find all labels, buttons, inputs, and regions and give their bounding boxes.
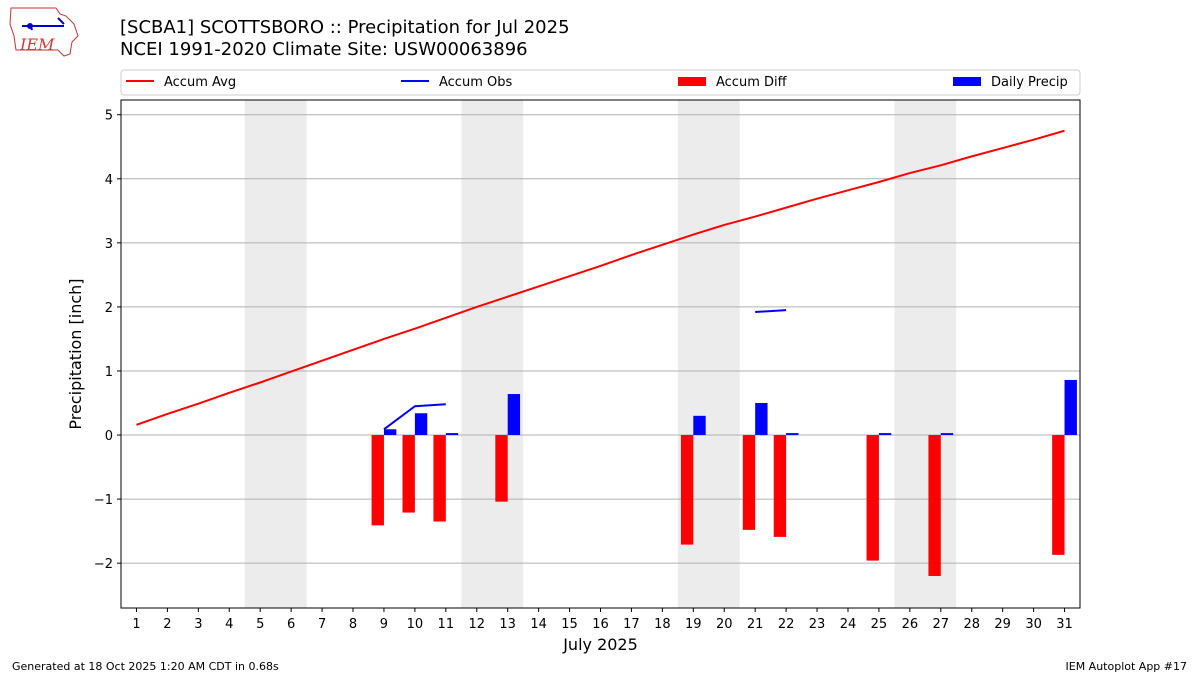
x-tick-label: 21 (747, 617, 764, 632)
bar-accum-diff (433, 435, 446, 522)
bar-daily-precip (786, 433, 799, 436)
x-tick-label: 5 (256, 617, 264, 632)
bar-daily-precip (755, 403, 768, 436)
weekend-shade (461, 100, 524, 608)
bar-daily-precip (507, 394, 521, 436)
title-line-2: NCEI 1991-2020 Climate Site: USW00063896 (120, 39, 528, 60)
y-tick-label: 5 (105, 109, 113, 124)
x-tick-label: 28 (963, 617, 980, 632)
bar-daily-precip (940, 433, 954, 436)
x-tick-label: 17 (623, 617, 640, 632)
x-tick-label: 1 (132, 617, 140, 632)
legend-label: Accum Avg (164, 75, 236, 90)
x-tick-label: 22 (778, 617, 795, 632)
y-tick-label: 0 (105, 429, 113, 444)
bar-accum-diff (402, 435, 415, 513)
y-tick-label: 1 (105, 365, 113, 380)
y-tick-label: 4 (105, 173, 113, 188)
bar-accum-diff (495, 435, 508, 502)
x-tick-label: 14 (530, 617, 547, 632)
x-tick-label: 20 (716, 617, 733, 632)
x-tick-label: 15 (561, 617, 578, 632)
y-tick-label: −1 (94, 493, 113, 508)
x-tick-label: 12 (468, 617, 485, 632)
x-tick-label: 23 (809, 617, 826, 632)
x-tick-label: 11 (438, 617, 455, 632)
title-line-1: [SCBA1] SCOTTSBORO :: Precipitation for … (120, 17, 570, 38)
svg-text:IEM: IEM (19, 35, 55, 54)
legend-label: Daily Precip (991, 75, 1068, 90)
legend-label: Accum Diff (716, 75, 788, 90)
x-tick-label: 9 (380, 617, 388, 632)
bar-accum-diff (1052, 435, 1065, 555)
x-tick-label: 29 (994, 617, 1011, 632)
bar-daily-precip (414, 413, 428, 436)
app-credit: IEM Autoplot App #17 (1065, 660, 1188, 673)
x-tick-label: 25 (871, 617, 888, 632)
bar-daily-precip (445, 433, 459, 436)
bar-accum-diff (866, 435, 879, 561)
bar-daily-precip (878, 433, 892, 436)
generated-note: Generated at 18 Oct 2025 1:20 AM CDT in … (12, 660, 279, 673)
iem-logo: IEM (9, 7, 79, 57)
x-tick-label: 4 (225, 617, 233, 632)
bar-accum-diff (371, 435, 384, 526)
x-tick-label: 18 (654, 617, 671, 632)
bar-daily-precip (383, 429, 397, 436)
legend-swatch (953, 77, 981, 86)
x-tick-label: 26 (902, 617, 919, 632)
x-tick-label: 8 (349, 617, 357, 632)
y-tick-label: 3 (105, 237, 113, 252)
x-tick-label: 7 (318, 617, 326, 632)
bar-daily-precip (1064, 379, 1077, 436)
x-tick-label: 3 (194, 617, 202, 632)
x-tick-label: 27 (933, 617, 950, 632)
line-accum-obs (755, 309, 787, 314)
x-tick-label: 13 (499, 617, 516, 632)
y-tick-label: −2 (94, 557, 113, 572)
bar-accum-diff (928, 435, 941, 576)
x-axis-label: July 2025 (562, 635, 638, 654)
line-accum-obs (383, 403, 446, 431)
y-tick-label: 2 (105, 301, 113, 316)
chart-title: [SCBA1] SCOTTSBORO :: Precipitation for … (120, 17, 570, 61)
weekend-shade (894, 100, 957, 608)
x-tick-label: 16 (592, 617, 609, 632)
x-tick-label: 2 (163, 617, 171, 632)
x-tick-label: 30 (1025, 617, 1042, 632)
bar-daily-precip (693, 415, 706, 436)
x-tick-label: 19 (685, 617, 702, 632)
bar-accum-diff (742, 435, 756, 530)
legend-swatch (678, 77, 706, 86)
plot-frame (120, 99, 1081, 609)
x-tick-label: 6 (287, 617, 295, 632)
bar-accum-diff (773, 435, 787, 537)
bar-accum-diff (680, 435, 694, 545)
line-accum-avg (136, 129, 1065, 426)
weekend-shade (244, 100, 307, 608)
y-axis-label: Precipitation [inch] (66, 278, 85, 429)
x-tick-label: 10 (407, 617, 424, 632)
x-tick-label: 24 (840, 617, 857, 632)
legend-box (120, 69, 1081, 96)
x-tick-label: 31 (1056, 617, 1073, 632)
legend-label: Accum Obs (439, 75, 512, 90)
